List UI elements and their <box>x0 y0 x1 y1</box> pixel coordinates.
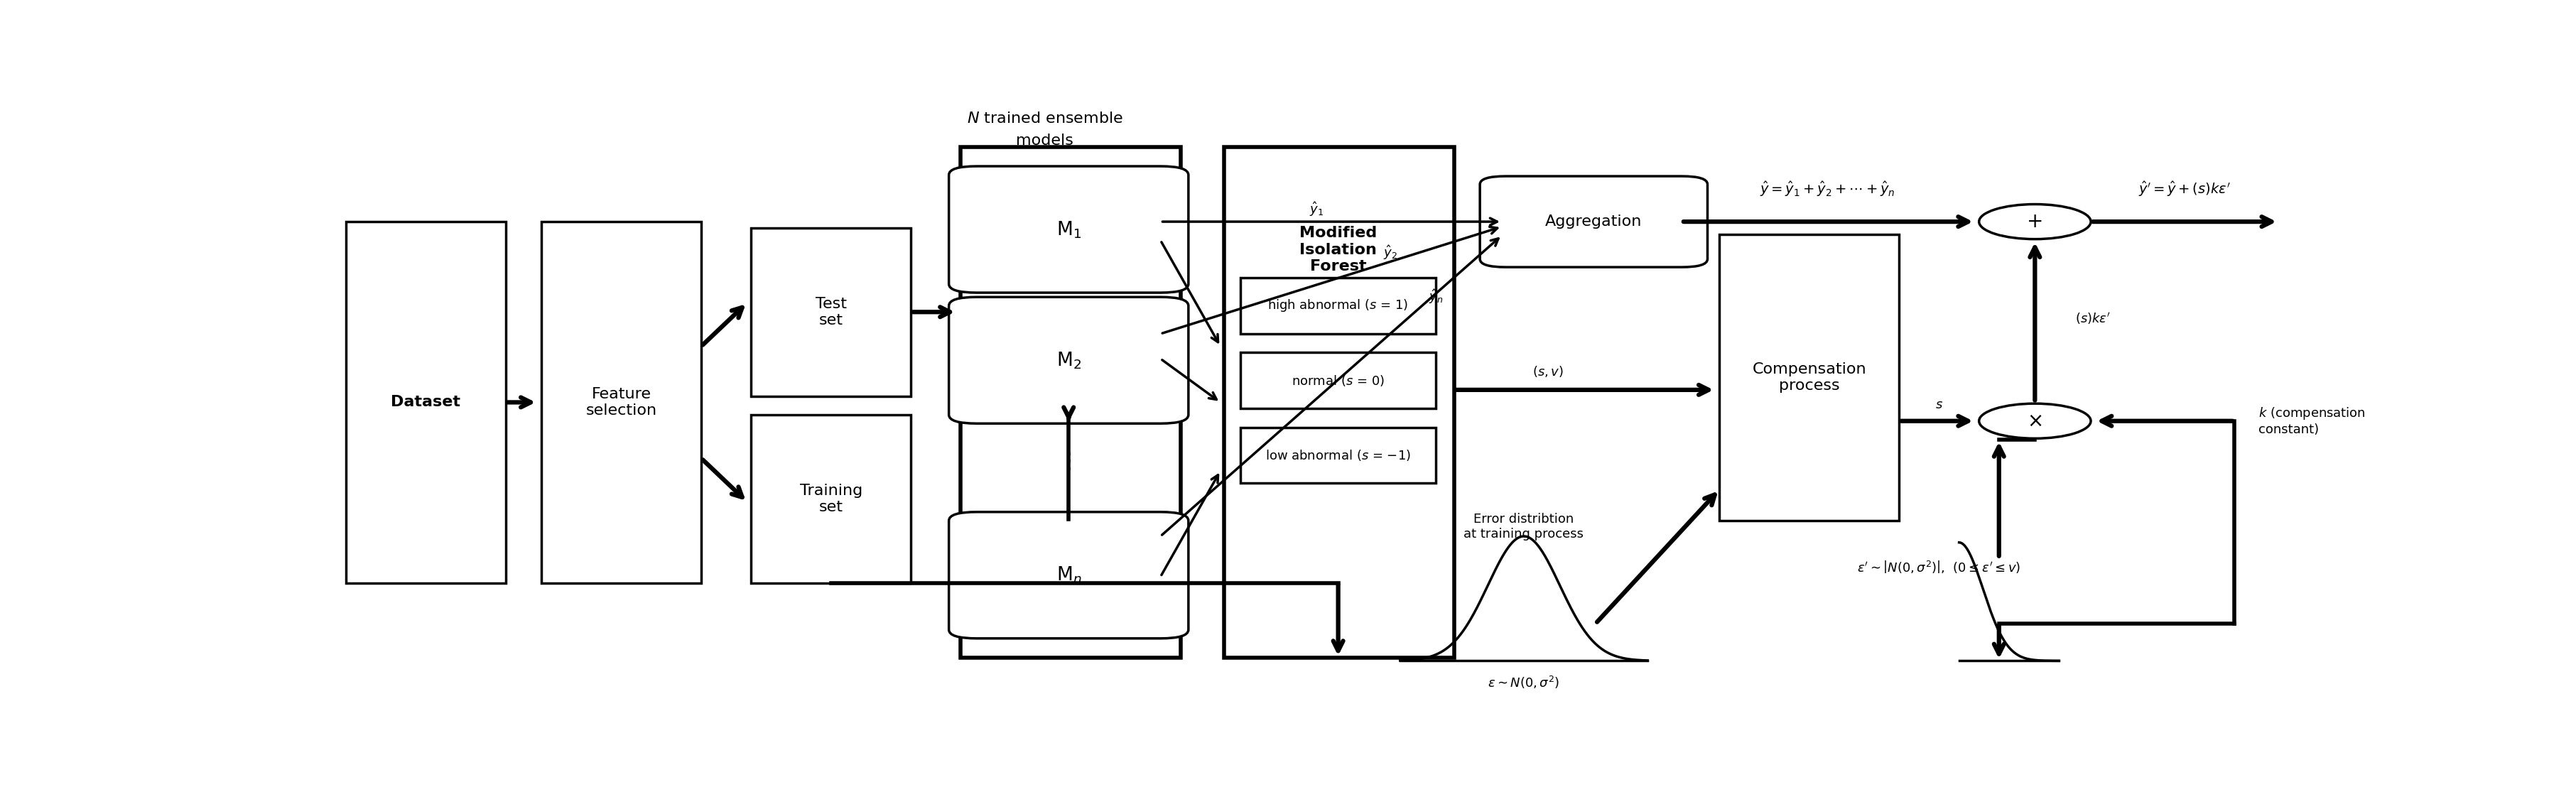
Text: Feature
selection: Feature selection <box>585 387 657 417</box>
Text: high abnormal ($s$ = 1): high abnormal ($s$ = 1) <box>1267 298 1409 314</box>
Text: $\hat{y}' = \hat{y} + (s)k\varepsilon'$: $\hat{y}' = \hat{y} + (s)k\varepsilon'$ <box>2138 180 2231 198</box>
Text: $\varepsilon' \sim \left|N(0, \sigma^2)\right|$,  $(0 \leq \varepsilon' \leq v)$: $\varepsilon' \sim \left|N(0, \sigma^2)\… <box>1857 560 2020 575</box>
FancyBboxPatch shape <box>948 166 1188 293</box>
FancyBboxPatch shape <box>948 297 1188 423</box>
Bar <box>1242 277 1435 334</box>
Text: Error distribtion
at training process: Error distribtion at training process <box>1463 513 1584 540</box>
Bar <box>1721 234 1899 521</box>
FancyBboxPatch shape <box>1479 176 1708 267</box>
Bar <box>752 228 912 396</box>
Bar <box>752 415 912 583</box>
Text: M$_1$: M$_1$ <box>1056 219 1082 240</box>
Text: $N$ trained ensemble: $N$ trained ensemble <box>966 112 1123 126</box>
Text: $s$: $s$ <box>1935 398 1942 411</box>
Text: $\hat{y}_n$: $\hat{y}_n$ <box>1430 288 1443 305</box>
Text: Test
set: Test set <box>817 297 848 328</box>
Text: $\hat{y} = \hat{y}_1 + \hat{y}_2 + \cdots + \hat{y}_n$: $\hat{y} = \hat{y}_1 + \hat{y}_2 + \cdot… <box>1759 180 1896 198</box>
Text: $\varepsilon \sim N(0, \sigma^2)$: $\varepsilon \sim N(0, \sigma^2)$ <box>1489 675 1561 691</box>
Text: Modified
Isolation
Forest: Modified Isolation Forest <box>1298 227 1378 273</box>
Bar <box>1242 353 1435 409</box>
Text: Aggregation: Aggregation <box>1546 214 1641 229</box>
Circle shape <box>1978 404 2092 438</box>
Text: $\hat{y}_1$: $\hat{y}_1$ <box>1309 201 1324 218</box>
Text: low abnormal ($s$ = $-$1): low abnormal ($s$ = $-$1) <box>1265 448 1412 463</box>
Bar <box>1242 427 1435 483</box>
Text: Dataset: Dataset <box>392 396 461 409</box>
FancyBboxPatch shape <box>948 512 1188 638</box>
Bar <box>345 222 505 583</box>
Bar <box>541 222 701 583</box>
Text: models: models <box>1015 133 1074 148</box>
Text: ×: × <box>2027 411 2043 431</box>
Text: M$_2$: M$_2$ <box>1056 350 1082 371</box>
Text: +: + <box>2027 212 2043 231</box>
Text: normal ($s$ = 0): normal ($s$ = 0) <box>1291 374 1386 388</box>
Text: M$_n$: M$_n$ <box>1056 565 1082 586</box>
Text: $k$ (compensation
constant): $k$ (compensation constant) <box>2259 406 2365 436</box>
Text: ⋮: ⋮ <box>1059 451 1079 472</box>
Bar <box>961 147 1180 658</box>
Bar <box>1224 147 1453 658</box>
Text: Compensation
process: Compensation process <box>1752 362 1868 392</box>
Text: $\hat{y}_2$: $\hat{y}_2$ <box>1383 244 1396 261</box>
Circle shape <box>1978 204 2092 239</box>
Text: Training
set: Training set <box>799 484 863 515</box>
Text: $(s)k\varepsilon'$: $(s)k\varepsilon'$ <box>2074 311 2110 326</box>
Text: $(s, v)$: $(s, v)$ <box>1533 364 1564 379</box>
